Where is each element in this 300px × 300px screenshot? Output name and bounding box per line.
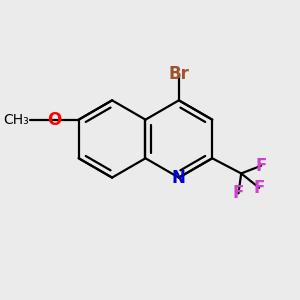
Text: CH₃: CH₃: [3, 112, 29, 127]
Text: F: F: [233, 184, 244, 202]
Text: F: F: [255, 157, 267, 175]
Text: Br: Br: [168, 65, 189, 83]
Text: O: O: [47, 111, 61, 129]
Text: F: F: [254, 179, 265, 197]
Text: N: N: [172, 169, 186, 187]
